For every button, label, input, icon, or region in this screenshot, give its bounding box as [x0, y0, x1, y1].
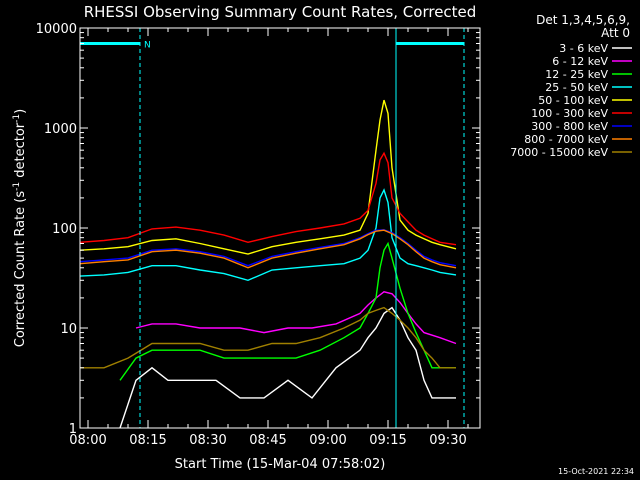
x-tick-label-1: 08:15: [129, 433, 166, 448]
legend-label-0: 3 - 6 keV: [559, 42, 608, 55]
x-axis: 08:00 08:15 08:30 08:45 09:00 09:15 09:30: [69, 28, 469, 448]
legend-label-4: 50 - 100 keV: [538, 94, 608, 107]
y-tick-label-4: 10000: [36, 22, 77, 37]
y-axis-label-sup2: -1: [12, 114, 22, 123]
y-axis-label: Corrected Count Rate (s-1 detector-1): [12, 109, 28, 347]
legend-label-2: 12 - 25 keV: [545, 68, 608, 81]
footer-timestamp: 15-Oct-2021 22:34: [558, 467, 634, 476]
flag-label: N: [144, 40, 151, 50]
series-line-1: [135, 291, 457, 345]
series-line-8: [80, 306, 456, 369]
legend-header-line1: Det 1,3,4,5,6,9,: [536, 13, 630, 27]
series-line-6: [79, 229, 457, 267]
x-tick-label-3: 08:45: [249, 433, 286, 448]
x-tick-label-6: 09:30: [429, 433, 466, 448]
plot-area: N: [79, 28, 465, 429]
x-tick-label-0: 08:00: [69, 433, 106, 448]
chart-title: RHESSI Observing Summary Count Rates, Co…: [84, 3, 477, 21]
x-axis-label: Start Time (15-Mar-04 07:58:02): [175, 457, 386, 472]
legend-label-6: 300 - 800 keV: [531, 120, 608, 133]
legend-label-8: 7000 - 15000 keV: [510, 146, 608, 159]
legend-label-5: 100 - 300 keV: [531, 107, 608, 120]
series-line-0: [119, 306, 456, 429]
legend-label-7: 800 - 7000 keV: [524, 133, 608, 146]
series-line-7: [79, 229, 457, 269]
y-axis-label-sup1: -1: [12, 182, 22, 191]
y-axis: 1 10 100 1000 10000: [36, 22, 480, 437]
x-tick-label-5: 09:15: [369, 433, 406, 448]
y-tick-label-3: 1000: [44, 122, 77, 137]
y-axis-label-mid: detector: [13, 122, 28, 182]
legend-header-line2: Att 0: [601, 26, 630, 40]
y-tick-label-1: 10: [60, 322, 77, 337]
legend-label-3: 25 - 50 keV: [545, 81, 608, 94]
series-line-3: [79, 188, 457, 282]
x-tick-label-4: 09:00: [309, 433, 346, 448]
y-tick-label-2: 100: [52, 222, 77, 237]
legend-label-1: 6 - 12 keV: [552, 55, 608, 68]
x-tick-label-2: 08:30: [189, 433, 226, 448]
y-axis-label-main: Corrected Count Rate (s: [13, 191, 28, 348]
y-axis-label-end: ): [13, 109, 28, 114]
y-tick-label-0: 1: [69, 422, 77, 437]
series-line-4: [79, 99, 457, 255]
series-line-5: [79, 151, 457, 246]
